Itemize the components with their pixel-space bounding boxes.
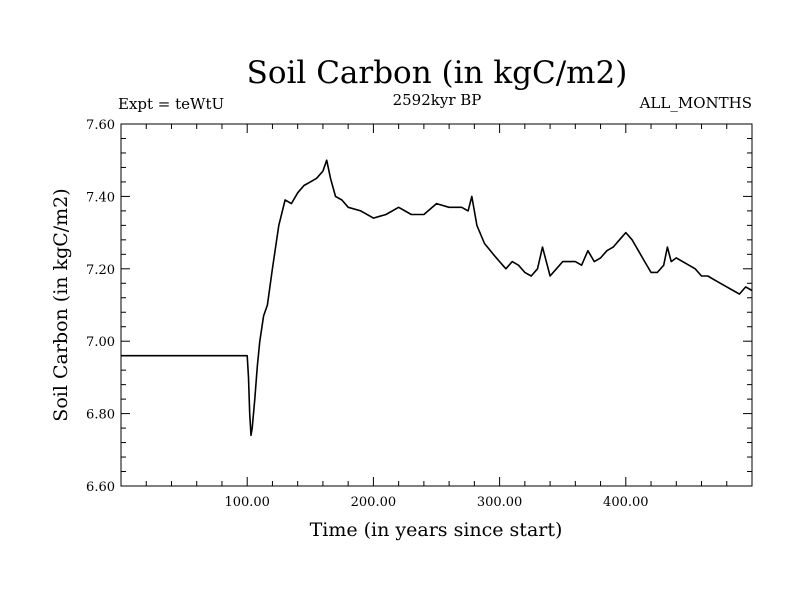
y-tick-label: 7.60 — [86, 118, 115, 133]
chart-title: Soil Carbon (in kgC/m2) — [247, 55, 628, 91]
x-tick-label: 200.00 — [351, 495, 397, 510]
months-label: ALL_MONTHS — [639, 94, 752, 112]
y-tick-label: 7.00 — [86, 335, 115, 350]
series-group — [121, 159, 753, 437]
plot-frame — [120, 123, 753, 487]
experiment-label: Expt = teWtU — [118, 95, 224, 113]
soil-carbon-line — [121, 159, 753, 437]
x-axis-label: Time (in years since start) — [310, 519, 563, 541]
x-axis-ticks: 100.00 200.00 300.00 400.00 — [145, 124, 728, 510]
x-tick-label: 100.00 — [224, 495, 270, 510]
period-label: 2592kyr BP — [393, 91, 482, 109]
y-tick-label: 7.20 — [86, 263, 115, 278]
y-axis-ticks: 6.60 6.80 7.00 7.20 7.40 7.60 — [86, 118, 752, 495]
x-tick-label: 400.00 — [603, 495, 649, 510]
y-axis-label: Soil Carbon (in kgC/m2) — [50, 188, 72, 421]
y-tick-label: 6.60 — [86, 480, 115, 495]
y-tick-label: 6.80 — [86, 408, 115, 423]
x-tick-label: 300.00 — [477, 495, 523, 510]
y-tick-label: 7.40 — [86, 190, 115, 205]
